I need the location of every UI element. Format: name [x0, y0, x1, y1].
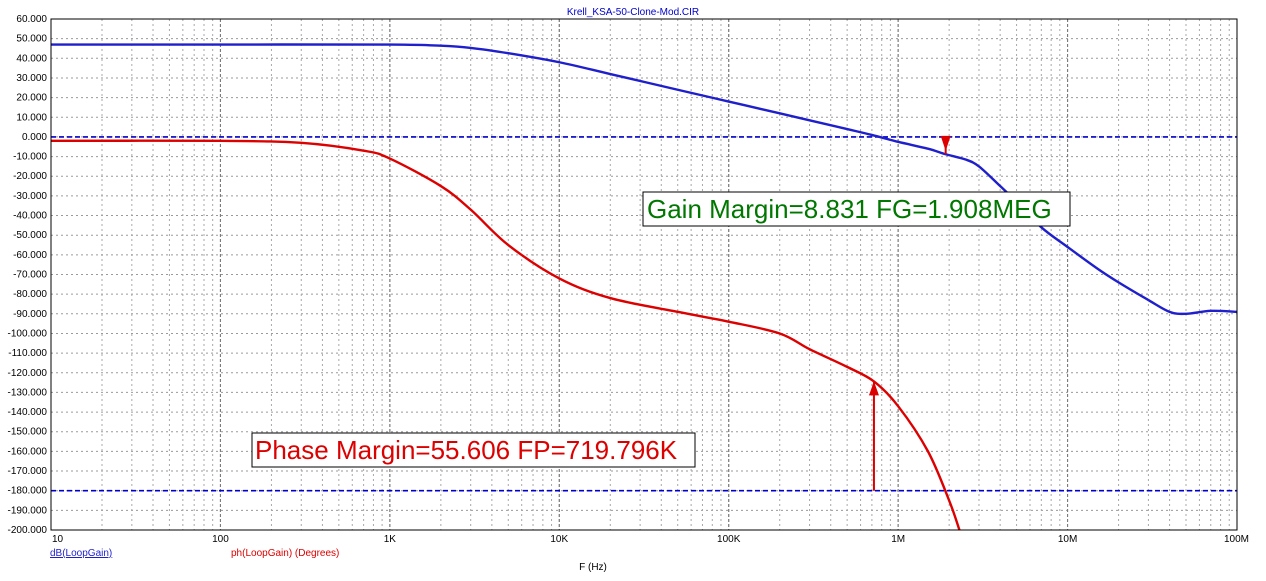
y-tick-label: 30.000 [16, 73, 47, 84]
y-tick-label: -110.000 [8, 348, 47, 359]
y-tick-label: -20.000 [13, 171, 47, 182]
chart-title: Krell_KSA-50-Clone-Mod.CIR [567, 7, 699, 18]
y-tick-label: -90.000 [13, 309, 47, 320]
y-tick-label: -140.000 [8, 407, 48, 418]
y-tick-label: -70.000 [13, 270, 47, 281]
phase-margin-marker-arrow [868, 381, 879, 396]
x-tick-label: 1K [384, 534, 397, 545]
gain-margin-annotation: Gain Margin=8.831 FG=1.908MEG [642, 191, 1071, 227]
y-tick-label: 10.000 [16, 112, 47, 123]
y-tick-label: -50.000 [13, 230, 47, 241]
x-tick-label: 1M [891, 534, 905, 545]
y-tick-label: -40.000 [13, 211, 47, 222]
y-tick-label: 60.000 [16, 14, 47, 25]
x-tick-label: 100K [717, 534, 741, 545]
y-tick-label: -100.000 [8, 328, 48, 339]
y-tick-label: -30.000 [13, 191, 47, 202]
y-tick-label: -190.000 [8, 505, 48, 516]
y-tick-label: -160.000 [8, 446, 48, 457]
y-tick-label: -180.000 [8, 486, 48, 497]
x-axis-label: F (Hz) [579, 562, 607, 573]
y-tick-label: -60.000 [13, 250, 47, 261]
y-tick-label: -170.000 [8, 466, 48, 477]
x-tick-label: 100 [212, 534, 229, 545]
x-tick-label: 100M [1224, 534, 1249, 545]
gain-margin-label: Gain Margin=8.831 FG=1.908MEG [647, 194, 1052, 224]
y-tick-label: -120.000 [8, 368, 48, 379]
gain-curve [51, 43, 1237, 316]
phase-curve [51, 139, 961, 530]
reference-lines [51, 136, 1237, 492]
series-lines [51, 43, 1237, 530]
plot-frame [50, 18, 1238, 531]
y-tick-label: 40.000 [16, 53, 47, 64]
y-tick-label: -80.000 [13, 289, 47, 300]
y-tick-label: 0.000 [22, 132, 47, 143]
x-tick-label: 10K [550, 534, 568, 545]
phase-margin-annotation: Phase Margin=55.606 FP=719.796K [251, 432, 696, 468]
y-tick-label: 20.000 [16, 93, 47, 104]
y-tick-label: -150.000 [8, 427, 48, 438]
phase-margin-label: Phase Margin=55.606 FP=719.796K [255, 435, 678, 465]
axes: 60.000 50.000 40.000 30.000 20.000 10.000 0.00… [8, 14, 1249, 545]
legend-phase[interactable]: ph(LoopGain) (Degrees) [231, 548, 339, 559]
gain-margin-marker-arrow [940, 135, 951, 151]
legend-gain[interactable]: dB(LoopGain) [50, 548, 112, 559]
y-tick-label: -200.000 [8, 525, 48, 536]
x-tick-label: 10M [1058, 534, 1077, 545]
y-tick-label: -130.000 [8, 387, 48, 398]
y-tick-label: -10.000 [13, 152, 47, 163]
y-tick-label: 50.000 [16, 34, 47, 45]
margin-markers [868, 135, 951, 491]
x-tick-label: 10 [52, 534, 64, 545]
